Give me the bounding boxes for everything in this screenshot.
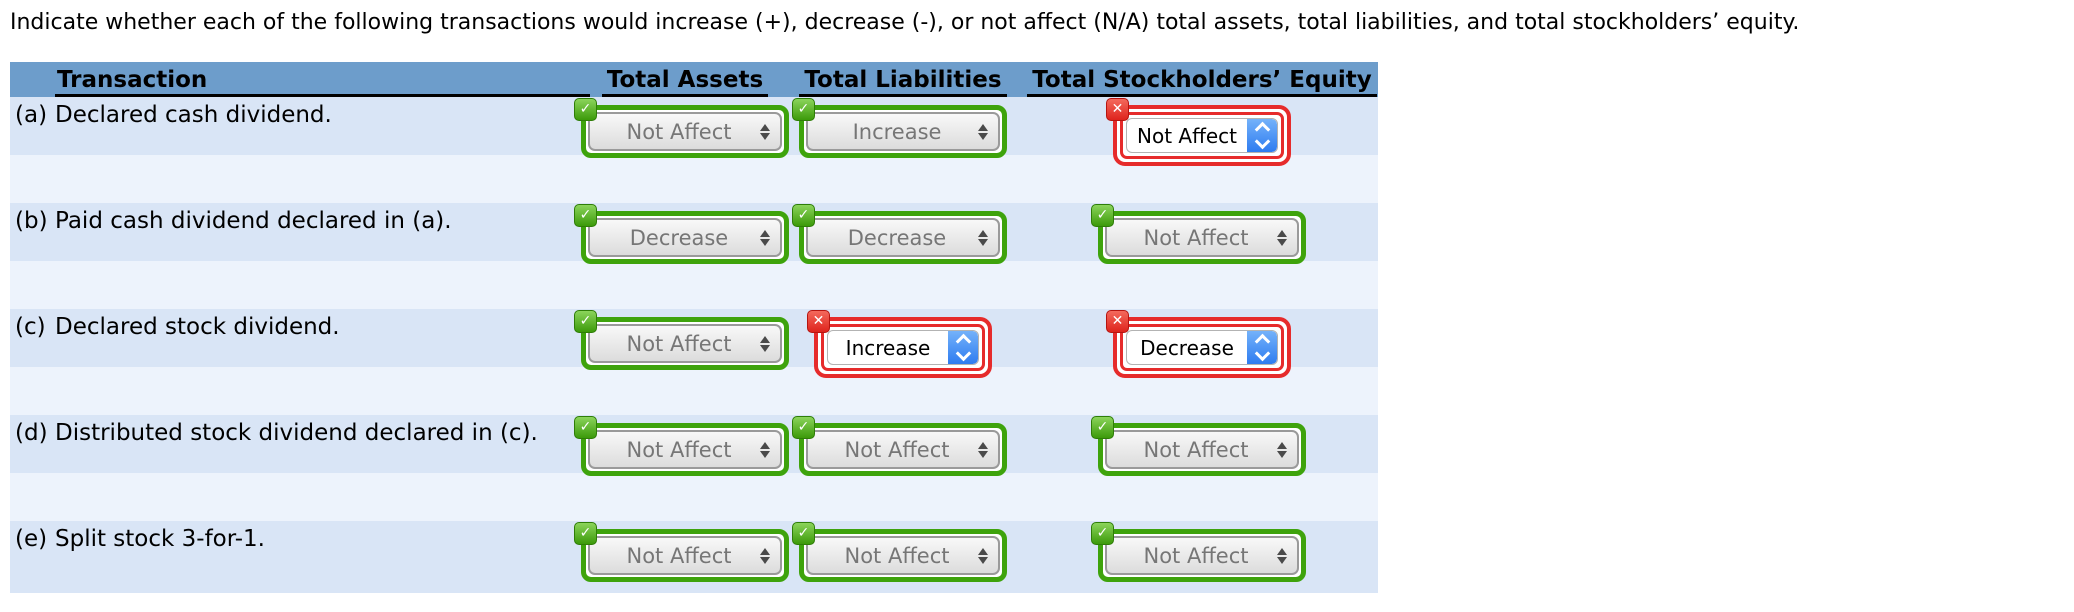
liabilities-select-c[interactable]: Increase xyxy=(827,330,979,365)
stepper-icon xyxy=(760,335,770,352)
liabilities-select-d[interactable]: Not Affect xyxy=(806,430,1000,469)
equity-select-group-d: ✓ Not Affect xyxy=(1091,416,1306,476)
col-header-transaction: Transaction xyxy=(55,67,590,97)
x-icon: ✕ xyxy=(807,310,830,333)
liabilities-select-group-d: ✓ Not Affect xyxy=(792,416,1007,476)
instructions-text: Indicate whether each of the following t… xyxy=(10,10,1800,35)
equity-select-group-c: ✕ Decrease xyxy=(1106,310,1291,378)
row-spacer xyxy=(10,261,1378,309)
liabilities-select-group-a: ✓ Increase xyxy=(792,98,1007,158)
header-gap xyxy=(780,62,796,97)
stepper-icon xyxy=(1277,229,1287,246)
equity-select-e[interactable]: Not Affect xyxy=(1105,536,1299,575)
assets-select-group-a: ✓ Not Affect xyxy=(574,98,789,158)
header-gap xyxy=(1010,62,1026,97)
transaction-label: Declared cash dividend. xyxy=(55,102,332,128)
liabilities-select-e[interactable]: Not Affect xyxy=(806,536,1000,575)
liabilities-select-group-e: ✓ Not Affect xyxy=(792,522,1007,582)
assets-select-c[interactable]: Not Affect xyxy=(588,324,782,363)
assets-select-group-c: ✓ Not Affect xyxy=(574,310,789,370)
equity-select-b[interactable]: Not Affect xyxy=(1105,218,1299,257)
stepper-icon xyxy=(760,441,770,458)
check-icon: ✓ xyxy=(792,204,815,227)
stepper-icon xyxy=(760,123,770,140)
header-letter-spacer xyxy=(10,62,50,97)
equity-select-group-e: ✓ Not Affect xyxy=(1091,522,1306,582)
liabilities-select-b[interactable]: Decrease xyxy=(806,218,1000,257)
liabilities-select-group-b: ✓ Decrease xyxy=(792,204,1007,264)
equity-select-group-b: ✓ Not Affect xyxy=(1091,204,1306,264)
row-letter: (c) xyxy=(15,314,46,340)
row-letter: (b) xyxy=(15,208,48,234)
row-spacer xyxy=(10,473,1378,521)
check-icon: ✓ xyxy=(574,98,597,121)
equity-select-group-a: ✕ Not Affect xyxy=(1106,98,1291,166)
equity-select-d[interactable]: Not Affect xyxy=(1105,430,1299,469)
assets-select-a[interactable]: Not Affect xyxy=(588,112,782,151)
check-icon: ✓ xyxy=(1091,522,1114,545)
transaction-row-b: (b) Paid cash dividend declared in (a). … xyxy=(10,203,1378,264)
transaction-row-e: (e) Split stock 3-for-1. ✓ Not Affect ✓ … xyxy=(10,521,1378,593)
col-header-total-stockholders-equity: Total Stockholders’ Equity xyxy=(1027,67,1377,97)
check-icon: ✓ xyxy=(574,310,597,333)
check-icon: ✓ xyxy=(1091,204,1114,227)
stepper-icon xyxy=(978,229,988,246)
check-icon: ✓ xyxy=(792,416,815,439)
equity-select-a[interactable]: Not Affect xyxy=(1126,118,1278,153)
stepper-icon xyxy=(1277,441,1287,458)
transaction-label: Split stock 3-for-1. xyxy=(55,526,265,552)
assets-select-group-b: ✓ Decrease xyxy=(574,204,789,264)
stepper-icon xyxy=(1277,547,1287,564)
transaction-row-d: (d) Distributed stock dividend declared … xyxy=(10,415,1378,476)
assets-select-b[interactable]: Decrease xyxy=(588,218,782,257)
assets-select-e[interactable]: Not Affect xyxy=(588,536,782,575)
liabilities-select-group-c: ✕ Increase xyxy=(807,310,992,378)
table-header-row: Transaction Total Assets Total Liabiliti… xyxy=(10,62,1378,97)
equity-select-c[interactable]: Decrease xyxy=(1126,330,1278,365)
row-letter: (a) xyxy=(15,102,48,128)
col-header-total-liabilities: Total Liabilities xyxy=(799,67,1007,97)
check-icon: ✓ xyxy=(574,416,597,439)
stepper-icon xyxy=(978,441,988,458)
assets-select-group-d: ✓ Not Affect xyxy=(574,416,789,476)
transaction-label: Declared stock dividend. xyxy=(55,314,340,340)
check-icon: ✓ xyxy=(792,98,815,121)
transaction-row-a: (a) Declared cash dividend. ✓ Not Affect… xyxy=(10,97,1378,166)
check-icon: ✓ xyxy=(574,204,597,227)
chevrons-icon xyxy=(1247,119,1277,152)
row-letter: (d) xyxy=(15,420,48,446)
row-letter: (e) xyxy=(15,526,48,552)
stepper-icon xyxy=(978,547,988,564)
x-icon: ✕ xyxy=(1106,98,1129,121)
stepper-icon xyxy=(760,547,770,564)
x-icon: ✕ xyxy=(1106,310,1129,333)
stepper-icon xyxy=(760,229,770,246)
stepper-icon xyxy=(978,123,988,140)
check-icon: ✓ xyxy=(1091,416,1114,439)
chevrons-icon xyxy=(1247,331,1277,364)
transaction-label: Distributed stock dividend declared in (… xyxy=(55,420,538,446)
assets-select-d[interactable]: Not Affect xyxy=(588,430,782,469)
check-icon: ✓ xyxy=(574,522,597,545)
transactions-table: Transaction Total Assets Total Liabiliti… xyxy=(10,62,1378,593)
col-header-total-assets: Total Assets xyxy=(601,67,769,97)
assets-select-group-e: ✓ Not Affect xyxy=(574,522,789,582)
chevrons-icon xyxy=(948,331,978,364)
transaction-label: Paid cash dividend declared in (a). xyxy=(55,208,452,234)
check-icon: ✓ xyxy=(792,522,815,545)
transaction-row-c: (c) Declared stock dividend. ✓ Not Affec… xyxy=(10,309,1378,378)
liabilities-select-a[interactable]: Increase xyxy=(806,112,1000,151)
